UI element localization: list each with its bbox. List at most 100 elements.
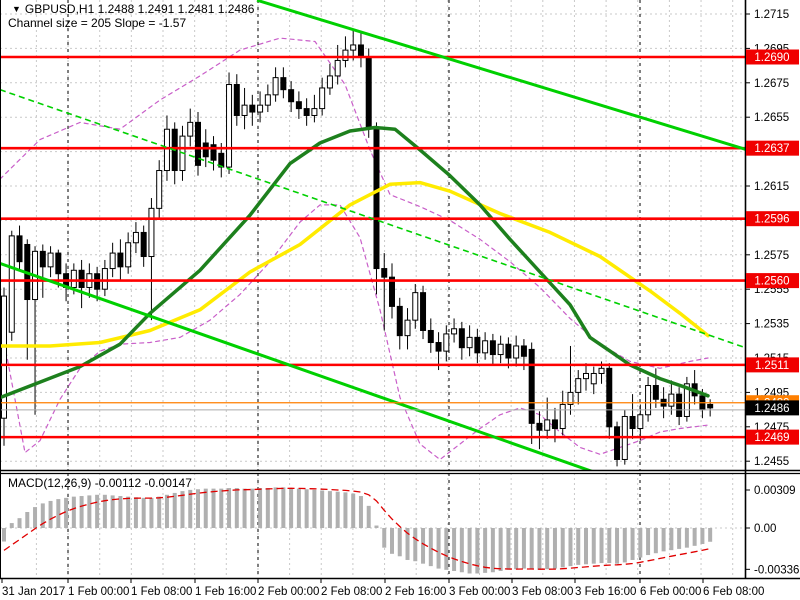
time-axis-label: 6 Feb 00:00 — [640, 586, 701, 598]
time-axis-label: 2 Feb 08:00 — [321, 586, 382, 598]
candle-bullish — [466, 336, 473, 349]
candle-bullish — [451, 328, 458, 335]
candle-bullish — [132, 231, 139, 244]
level-price-badge-text: 1.2560 — [754, 276, 789, 288]
time-axis-label: 2 Feb 00:00 — [258, 586, 319, 598]
candle-bearish — [140, 231, 147, 258]
candle-bullish — [683, 383, 690, 417]
candle-bearish — [652, 385, 659, 400]
macd-axis-label: -0.00336 — [754, 564, 799, 576]
price-axis-label: 1.2575 — [754, 250, 789, 262]
candle-bearish — [520, 345, 527, 357]
candle-bearish — [435, 342, 442, 352]
time-axis-label: 31 Jan 2017 — [2, 586, 65, 598]
candle-bullish — [575, 378, 582, 393]
candle-bearish — [55, 252, 62, 275]
candle-bullish — [404, 319, 411, 337]
macd-indicator-label: MACD(12,26,9) -0.00112 -0.00147 — [8, 476, 192, 490]
candle-bullish — [598, 367, 605, 374]
candle-bullish — [257, 104, 264, 113]
macd-panel[interactable] — [0, 473, 745, 578]
candle-bearish — [295, 101, 302, 110]
candle-bullish — [482, 340, 489, 354]
channel-lower-solid[interactable] — [0, 261, 612, 478]
candle-bearish — [117, 252, 124, 268]
candle-bearish — [280, 77, 287, 91]
chart-title: ▼ GBPUSD,H1 1.2488 1.2491 1.2481 1.2486 — [12, 3, 254, 17]
candle-bullish — [326, 75, 333, 89]
candle-bearish — [39, 250, 46, 268]
candle-bearish — [249, 104, 256, 113]
channel-mid-dashed[interactable] — [0, 88, 795, 365]
symbol-dropdown-icon[interactable]: ▼ — [12, 4, 21, 14]
candle-bullish — [8, 235, 15, 333]
level-price-badge-text: 1.2511 — [755, 360, 789, 372]
time-axis-label: 1 Feb 00:00 — [68, 586, 129, 598]
price-axis-label: 1.2715 — [754, 9, 789, 21]
bollinger-lower-band — [0, 204, 709, 461]
candle-bearish — [365, 56, 372, 129]
candle-bullish — [311, 108, 318, 116]
candle-bearish — [629, 415, 636, 430]
level-price-badge — [746, 49, 799, 65]
time-axis-label: 1 Feb 16:00 — [195, 586, 256, 598]
candle-bullish — [559, 403, 566, 430]
channel-upper-solid[interactable] — [256, 0, 798, 165]
candle-bullish — [443, 333, 450, 352]
level-price-badge-text: 1.2596 — [754, 214, 789, 226]
candle-bearish — [210, 144, 217, 161]
candle-bullish — [109, 252, 116, 270]
candle-bullish — [350, 44, 357, 51]
time-axis-label: 3 Feb 08:00 — [512, 586, 573, 598]
level-price-badge — [746, 429, 799, 445]
level-price-badge-text: 1.2637 — [754, 143, 789, 155]
candle-bearish — [357, 44, 364, 58]
time-axis-label: 1 Feb 08:00 — [131, 586, 192, 598]
candle-bearish — [16, 235, 23, 263]
level-price-badge-text: 1.2690 — [754, 52, 789, 64]
candle-bullish — [567, 391, 574, 405]
candle-bullish — [163, 128, 170, 172]
candle-bullish — [645, 385, 652, 416]
channel-info-text: Channel size = 205 Slope = -1.57 — [8, 16, 187, 30]
candle-bearish — [489, 340, 496, 356]
ma-slow-yellow — [0, 180, 710, 348]
candle-bullish — [637, 414, 644, 430]
candle-bearish — [528, 348, 535, 424]
macd-axis-label: 0.00309 — [754, 485, 796, 497]
candle-bearish — [536, 422, 543, 431]
candle-bearish — [288, 89, 295, 103]
price-axis-label: 1.2455 — [754, 456, 789, 468]
candle-bearish — [458, 328, 465, 349]
candle-bullish — [342, 49, 349, 61]
price-axis-label: 1.2615 — [754, 181, 789, 193]
candle-bullish — [187, 121, 194, 137]
candle-bearish — [505, 343, 512, 359]
time-axis-label: 3 Feb 16:00 — [575, 586, 636, 598]
candle-bearish — [233, 84, 240, 116]
candle-bullish — [101, 268, 108, 290]
candle-bearish — [396, 305, 403, 337]
candle-bullish — [544, 419, 551, 431]
candle-bullish — [412, 292, 419, 321]
candle-bullish — [47, 252, 54, 268]
candle-bullish — [583, 372, 589, 380]
candle-bearish — [551, 419, 558, 430]
candle-bearish — [420, 292, 427, 331]
candle-bullish — [497, 343, 504, 356]
price-axis-label: 1.2655 — [754, 112, 789, 124]
candle-bullish — [590, 372, 597, 385]
candle-bearish — [389, 276, 395, 307]
level-price-badge — [746, 140, 799, 156]
candle-bullish — [125, 242, 132, 268]
level-price-badge-text: 1.2469 — [754, 432, 789, 444]
candle-bullish — [272, 77, 279, 96]
main-panel[interactable] — [0, 0, 798, 478]
candle-bullish — [241, 104, 248, 116]
bid-price-badge — [746, 400, 799, 416]
candle-bullish — [264, 94, 271, 106]
candle-bullish — [668, 393, 675, 407]
candle-bearish — [676, 393, 683, 417]
